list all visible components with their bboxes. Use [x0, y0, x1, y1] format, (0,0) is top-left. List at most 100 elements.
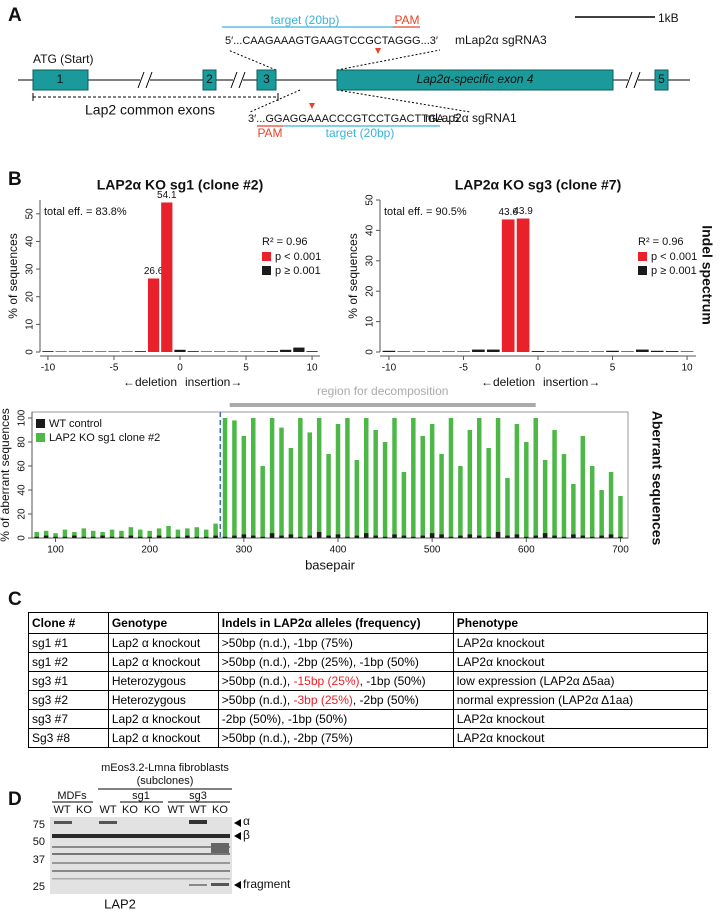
bar	[213, 535, 218, 538]
bar	[580, 535, 586, 538]
bar	[495, 532, 501, 538]
marker-label: 37	[33, 854, 45, 866]
bar	[34, 536, 39, 538]
bar	[516, 218, 530, 352]
y-tick-label: 40	[17, 484, 28, 496]
table-cell: Lap2 α knockout	[107, 652, 219, 672]
bar	[222, 418, 228, 538]
x-tick-label: 0	[535, 363, 541, 374]
x-tick-label: 700	[612, 545, 629, 556]
bar	[156, 528, 162, 538]
bar	[486, 349, 500, 352]
x-tick-label: 400	[330, 545, 347, 556]
table-row: sg3 #1 Heterozygous >50bp (n.d.), -15bp (2…	[28, 671, 709, 691]
x-tick-label: 100	[47, 545, 64, 556]
bar	[533, 418, 538, 538]
table-cell: sg1 #2	[28, 652, 109, 672]
bar	[241, 436, 247, 538]
bar	[90, 530, 96, 538]
bar	[81, 351, 94, 352]
legend-swatch	[638, 266, 647, 275]
scale-label: 1kB	[658, 11, 679, 25]
bar	[495, 418, 501, 538]
bar	[72, 532, 77, 538]
sgrna-name: mLap2α sgRNA3	[455, 33, 547, 47]
bar	[222, 536, 228, 538]
bar	[174, 349, 186, 352]
sgrna-name: mLap2α sgRNA1	[425, 111, 517, 125]
table-row: sg1 #1 Lap2 α knockout >50bp (n.d.), -1bp …	[28, 633, 709, 653]
table-row: Sg3 #8 Lap2 α knockout >50bp (n.d.), -2bp …	[28, 728, 709, 748]
bar	[55, 351, 67, 352]
group-label: sg3	[189, 790, 207, 802]
bar	[68, 351, 80, 352]
bar	[401, 535, 407, 538]
cell-part: >50bp (n.d.),	[221, 674, 294, 688]
bar	[81, 536, 87, 538]
table-cell: >50bp (n.d.), -15bp (25%), -1bp (50%)	[217, 671, 454, 691]
bar	[53, 533, 58, 538]
band-label: α	[243, 814, 250, 828]
bar	[138, 536, 143, 538]
y-tick-label: 20	[17, 508, 28, 520]
bar	[501, 219, 515, 352]
panel-label: A	[8, 5, 22, 26]
x-axis-label: basepair	[305, 557, 356, 572]
bar	[599, 490, 604, 538]
value-label: 43.6	[498, 207, 518, 218]
bar	[42, 351, 54, 352]
x-tick-label: 600	[518, 545, 535, 556]
bar	[260, 466, 265, 538]
bar	[53, 536, 58, 538]
x-axis-label: ←deletion	[481, 375, 535, 389]
lane-label: WT	[99, 804, 116, 816]
bar	[293, 347, 305, 352]
table-cell: >50bp (n.d.), -1bp (75%)	[217, 633, 454, 653]
pam-label: PAM	[257, 126, 282, 140]
bar	[298, 536, 303, 538]
bar	[514, 534, 520, 538]
table-cell: >50bp (n.d.), -3bp (25%), -2bp (50%)	[217, 690, 454, 710]
bar	[326, 535, 331, 538]
bar	[486, 448, 491, 538]
bar	[279, 535, 284, 538]
y-tick-label: 40	[25, 235, 36, 247]
bar	[354, 535, 360, 538]
cell-part: -3bp (25%)	[293, 693, 353, 707]
mdfs-label: MDFs	[57, 790, 87, 802]
exon-label: Lap2α-specific exon 4	[417, 72, 534, 86]
bar	[429, 424, 435, 538]
bar	[382, 536, 388, 538]
bar	[119, 536, 124, 538]
target-label: target (20bp)	[326, 126, 395, 140]
bar	[251, 535, 256, 538]
bar	[392, 418, 397, 538]
table-cell: >50bp (n.d.), -2bp (25%), -1bp (50%)	[217, 652, 454, 672]
x-tick-label: 10	[307, 363, 319, 374]
subclones-label: (subclones)	[137, 775, 194, 787]
bar	[392, 534, 397, 538]
cut-arrow	[309, 103, 315, 109]
table-row: sg3 #2 Heterozygous >50bp (n.d.), -3bp (25…	[28, 690, 709, 710]
bar	[621, 351, 634, 352]
x-tick-label: -10	[382, 363, 397, 374]
region-bar	[229, 403, 536, 407]
bar	[524, 442, 529, 538]
y-tick-label: 0	[365, 349, 376, 355]
exon	[654, 69, 669, 91]
header-cell: Phenotype	[452, 612, 709, 634]
x-tick-label: 5	[243, 363, 249, 374]
panel-label: C	[8, 589, 22, 610]
bar	[514, 424, 520, 538]
antibody-label: LAP2	[104, 896, 136, 911]
bar	[279, 427, 284, 538]
annotation: R² = 0.96	[262, 236, 308, 248]
bar	[401, 472, 407, 538]
exon-label: 3	[263, 72, 270, 86]
bar	[147, 530, 152, 538]
x-axis-label: ←deletion	[123, 375, 177, 389]
y-tick-label: 30	[25, 263, 36, 275]
table-cell: >50bp (n.d.), -2bp (75%)	[217, 728, 454, 748]
blot	[50, 817, 232, 894]
